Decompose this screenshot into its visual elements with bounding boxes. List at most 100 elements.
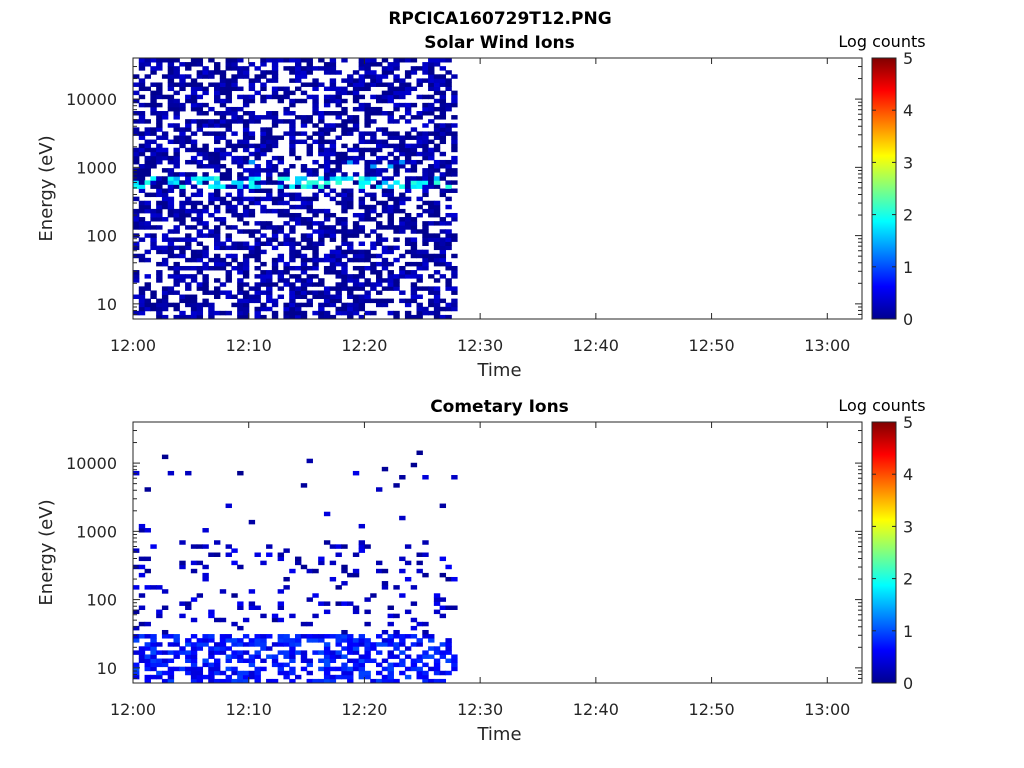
heatmap-cell: [445, 221, 452, 226]
heatmap-cell: [399, 274, 406, 279]
heatmap-cell: [306, 94, 313, 100]
heatmap-cell: [433, 241, 441, 246]
heatmap-cell: [156, 212, 163, 218]
heatmap-cell: [231, 678, 238, 684]
heatmap-cell: [150, 658, 157, 664]
heatmap-cell: [318, 221, 325, 226]
heatmap-cell: [312, 106, 319, 112]
heatmap-cell: [295, 253, 302, 259]
heatmap-cell: [370, 270, 377, 275]
heatmap-cell: [318, 556, 325, 562]
heatmap-cell: [416, 159, 423, 165]
heatmap-cell: [399, 568, 406, 574]
heatmap-cell: [312, 159, 319, 165]
heatmap-cell: [445, 159, 452, 165]
heatmap-cell: [399, 658, 406, 664]
heatmap-cell: [399, 650, 406, 655]
heatmap-cell: [185, 208, 192, 214]
heatmap-cell: [439, 650, 447, 655]
heatmap-cell: [404, 102, 412, 108]
heatmap-cell: [179, 253, 186, 259]
heatmap-cell: [381, 180, 389, 185]
heatmap-cell: [190, 155, 198, 161]
heatmap-cell: [393, 94, 400, 100]
heatmap-cell: [248, 131, 256, 136]
heatmap-cell: [271, 265, 279, 271]
heatmap-cell: [364, 265, 371, 271]
heatmap-cell: [387, 192, 394, 198]
heatmap-cell: [393, 196, 400, 202]
colorbar-tick-label: 2: [903, 570, 913, 589]
heatmap-cell: [341, 564, 348, 570]
colorbar-tick-label: 0: [903, 310, 913, 329]
heatmap-cell: [358, 82, 366, 87]
colorbar-box: [871, 57, 897, 320]
heatmap-cell: [364, 674, 371, 680]
heatmap-cell: [202, 180, 209, 185]
heatmap-cell: [190, 200, 198, 206]
heatmap-cell: [393, 62, 400, 67]
heatmap-cell: [410, 585, 418, 590]
heatmap-cell: [156, 302, 163, 308]
heatmap-cell: [277, 601, 285, 606]
heatmap-cell: [231, 548, 238, 553]
heatmap-cell: [173, 98, 180, 104]
heatmap-cell: [306, 204, 313, 210]
heatmap-cell: [318, 82, 325, 87]
heatmap-cell: [306, 282, 313, 287]
heatmap-cell: [161, 658, 169, 664]
heatmap-cell: [364, 82, 371, 87]
heatmap-cell: [312, 261, 319, 267]
heatmap-cell: [283, 168, 290, 173]
heatmap-cell: [231, 62, 238, 67]
heatmap-cell: [370, 204, 377, 210]
heatmap-cell: [347, 78, 354, 83]
heatmap-cell: [306, 147, 313, 153]
heatmap-cell: [364, 208, 371, 214]
heatmap-cell: [173, 106, 180, 112]
heatmap-cell: [445, 164, 452, 169]
heatmap-cell: [335, 249, 342, 255]
heatmap-cell: [370, 78, 377, 83]
heatmap-cell: [277, 617, 285, 623]
heatmap-cell: [433, 204, 441, 210]
heatmap-cell: [144, 585, 151, 590]
heatmap-cell: [370, 208, 377, 214]
heatmap-cell: [248, 605, 256, 610]
heatmap-cell: [208, 82, 215, 87]
heatmap-cell: [300, 139, 308, 145]
heatmap-cell: [428, 200, 435, 206]
heatmap-cell: [167, 78, 175, 83]
heatmap-cell: [370, 151, 377, 157]
heatmap-cell: [219, 184, 227, 189]
heatmap-cell: [399, 253, 406, 259]
heatmap-cell: [289, 196, 296, 202]
heatmap-cell: [254, 119, 261, 124]
heatmap-cell: [254, 245, 261, 251]
heatmap-cell: [451, 658, 458, 664]
heatmap-cell: [150, 176, 157, 181]
heatmap-cell: [289, 147, 296, 153]
heatmap-cell: [185, 654, 192, 659]
heatmap-cell: [277, 257, 285, 263]
heatmap-cell: [202, 204, 209, 210]
heatmap-cell: [202, 662, 209, 668]
heatmap-cell: [410, 237, 418, 242]
heatmap-cell: [231, 184, 238, 189]
heatmap-cell: [439, 131, 447, 136]
heatmap-cell: [381, 658, 389, 664]
heatmap-cell: [242, 253, 250, 259]
heatmap-cell: [376, 168, 383, 173]
heatmap-cell: [387, 90, 394, 96]
heatmap-cell: [283, 310, 290, 316]
heatmap-cell: [358, 217, 366, 222]
heatmap-cell: [329, 654, 337, 659]
heatmap-cell: [214, 208, 221, 214]
heatmap-cell: [271, 245, 279, 251]
heatmap-cell: [364, 168, 371, 173]
heatmap-cell: [341, 249, 348, 255]
heatmap-cell: [358, 249, 366, 255]
heatmap-cell: [416, 560, 423, 566]
heatmap-cell: [306, 274, 313, 279]
heatmap-cell: [254, 298, 261, 304]
